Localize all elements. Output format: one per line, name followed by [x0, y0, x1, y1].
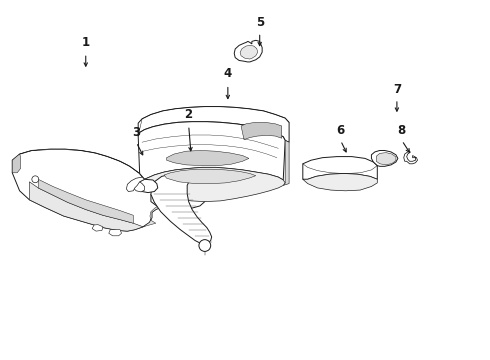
Polygon shape	[138, 107, 289, 142]
Polygon shape	[234, 40, 262, 62]
Text: 5: 5	[256, 16, 264, 29]
Circle shape	[32, 176, 39, 183]
Polygon shape	[12, 154, 21, 173]
Polygon shape	[283, 140, 289, 185]
Polygon shape	[241, 122, 282, 140]
Polygon shape	[29, 182, 143, 231]
Text: 7: 7	[393, 83, 401, 96]
Text: 8: 8	[398, 124, 406, 137]
Circle shape	[199, 240, 211, 251]
Text: 4: 4	[224, 67, 232, 80]
Polygon shape	[145, 167, 285, 202]
Polygon shape	[126, 177, 145, 192]
Polygon shape	[376, 153, 396, 165]
Polygon shape	[404, 152, 417, 164]
Polygon shape	[133, 182, 145, 192]
Polygon shape	[371, 150, 398, 166]
Polygon shape	[38, 179, 133, 223]
Polygon shape	[137, 179, 158, 193]
Text: 2: 2	[185, 108, 193, 121]
Polygon shape	[20, 148, 145, 179]
Text: 1: 1	[82, 36, 90, 49]
Polygon shape	[109, 230, 122, 236]
Polygon shape	[140, 174, 168, 227]
Polygon shape	[303, 174, 377, 191]
Polygon shape	[151, 174, 212, 244]
Polygon shape	[12, 149, 168, 231]
Polygon shape	[240, 45, 258, 59]
Polygon shape	[167, 150, 249, 166]
Polygon shape	[303, 157, 377, 179]
Polygon shape	[151, 188, 205, 209]
Polygon shape	[138, 122, 285, 180]
Text: 3: 3	[132, 126, 140, 139]
Polygon shape	[164, 169, 256, 184]
Text: 6: 6	[337, 124, 344, 137]
Polygon shape	[92, 225, 103, 231]
